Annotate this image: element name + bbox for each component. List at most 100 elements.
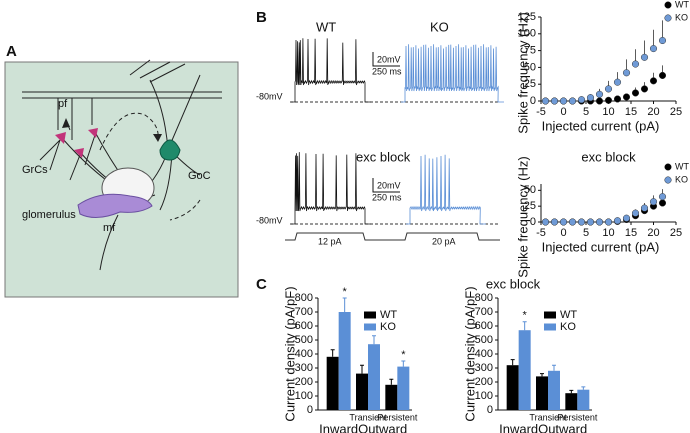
x-tick-label: 5 [583, 106, 589, 118]
data-point [595, 97, 604, 105]
x-tick-label: 20 [647, 227, 659, 239]
data-point [649, 45, 658, 53]
step-protocol [285, 232, 500, 241]
legend-label: KO [675, 174, 688, 184]
y-axis-label: Current density (pA/pF) [462, 286, 477, 421]
significance-marker: * [401, 349, 406, 361]
data-point [604, 96, 613, 104]
voltage-trace [406, 154, 486, 225]
y-tick-label: 25 [524, 78, 536, 90]
error-bar [540, 373, 544, 377]
x-tick-label: -5 [536, 227, 546, 239]
y-tick-label: 600 [475, 320, 493, 332]
y-tick-label: 0 [530, 95, 536, 107]
legend-swatch [544, 323, 556, 331]
potential-label: -80mV [256, 215, 283, 225]
y-tick-label: 75 [524, 45, 536, 57]
legend-marker [664, 1, 672, 9]
bar [548, 370, 560, 410]
error-bar [389, 378, 394, 385]
error-bar [360, 364, 364, 374]
category-label: Persistent [557, 412, 598, 422]
bar [536, 376, 548, 410]
panel-label: B [256, 9, 267, 26]
data-point [577, 218, 586, 226]
diagram-label: GoC [188, 170, 211, 182]
trace-label: WT [316, 19, 336, 34]
bar [356, 373, 368, 410]
bar [326, 356, 339, 410]
data-point [559, 218, 568, 226]
voltage-trace [291, 152, 371, 225]
group-label: Outward [538, 421, 587, 433]
data-point [622, 214, 631, 222]
x-tick-label: 10 [602, 106, 614, 118]
y-axis-label: Spike frequency (Hz) [515, 12, 530, 133]
y-tick-label: 25 [524, 200, 536, 212]
y-tick-label: 200 [295, 376, 313, 388]
y-tick-label: 200 [475, 376, 493, 388]
y-tick-label: 700 [295, 306, 313, 318]
mossy-fiber [77, 193, 153, 218]
data-point [541, 97, 550, 105]
y-tick-label: 400 [475, 348, 493, 360]
x-tick-label: 25 [670, 106, 682, 118]
significance-marker: * [523, 310, 528, 322]
y-tick-label: 300 [475, 362, 493, 374]
legend-label: WT [560, 309, 577, 321]
error-bar [581, 386, 586, 390]
error-bar [372, 335, 376, 345]
step-label: 12 pA [318, 236, 342, 246]
data-point [613, 217, 622, 225]
bar [385, 384, 398, 410]
x-tick-label: 0 [560, 106, 566, 118]
panel-label: C [256, 276, 267, 293]
data-point [595, 218, 604, 226]
data-point [622, 69, 631, 77]
y-tick-label: 50 [524, 184, 536, 196]
category-label: Transient [349, 412, 387, 422]
chart-title: exc block [486, 276, 541, 291]
legend-swatch [544, 311, 556, 319]
data-point [577, 96, 586, 104]
category-label: Inward [499, 421, 538, 433]
data-point [568, 218, 577, 226]
data-point [541, 218, 550, 226]
y-tick-label: 0 [530, 216, 536, 228]
bar [577, 389, 590, 410]
data-point [550, 97, 559, 105]
y-tick-label: 100 [518, 28, 536, 40]
panel-label: A [6, 43, 17, 60]
y-tick-label: 500 [475, 334, 493, 346]
legend-marker [664, 14, 672, 22]
diagram-label: mf [103, 222, 116, 234]
scale-bars [372, 52, 400, 193]
y-tick-label: 0 [487, 404, 493, 416]
condition-label: exc block [356, 149, 411, 164]
arrow [62, 118, 70, 128]
data-point [613, 95, 622, 103]
scale-label: 250 ms [372, 66, 402, 76]
bar [397, 366, 410, 410]
voltage-trace [291, 38, 371, 103]
x-tick-label: 15 [625, 106, 637, 118]
scale-label: 20mV [377, 180, 401, 190]
scale-label: 250 ms [372, 192, 402, 202]
error-bar [342, 297, 347, 312]
x-axis-label: Injected current (pA) [542, 118, 660, 133]
group-label: Outward [358, 421, 407, 433]
arrow [153, 134, 162, 142]
legend-swatch [364, 311, 376, 319]
x-tick-label: 0 [560, 227, 566, 239]
data-point [568, 97, 577, 105]
data-point [658, 199, 667, 207]
significance-marker: * [343, 286, 348, 298]
data-point [631, 89, 640, 97]
data-point [604, 218, 613, 226]
x-tick-label: 10 [602, 227, 614, 239]
data-point [631, 60, 640, 68]
y-tick-label: 400 [295, 348, 313, 360]
bar [368, 344, 380, 410]
granule-cell [88, 128, 98, 138]
